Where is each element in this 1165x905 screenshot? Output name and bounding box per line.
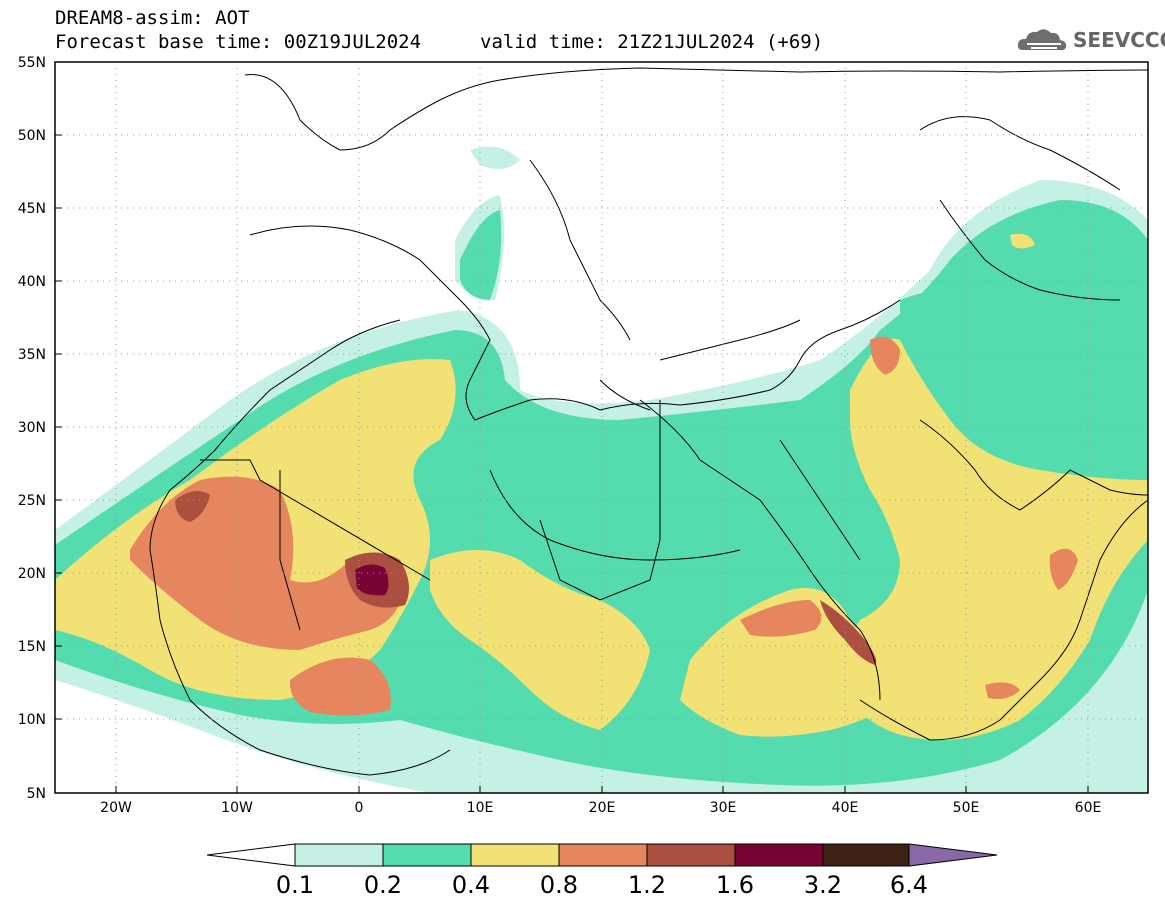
colorbar-label: 1.2 bbox=[628, 871, 666, 899]
colorbar-swatch bbox=[822, 843, 910, 867]
lat-label: 30N bbox=[18, 420, 46, 436]
colorbar bbox=[206, 843, 998, 867]
colorbar-labels: 0.1 0.2 0.4 0.8 1.2 1.6 3.2 6.4 bbox=[276, 871, 928, 899]
lon-label: 20E bbox=[589, 800, 616, 816]
longitude-labels: 20W 10W 0 10E 20E 30E 40E 50E 60E bbox=[100, 800, 1101, 816]
lat-label: 35N bbox=[18, 347, 46, 363]
aot-level-1.6 bbox=[355, 564, 389, 596]
colorbar-swatch bbox=[470, 843, 560, 867]
lat-label: 10N bbox=[18, 712, 46, 728]
colorbar-swatch bbox=[382, 843, 472, 867]
lat-label: 15N bbox=[18, 639, 46, 655]
lon-label: 0 bbox=[355, 800, 364, 816]
valid-time: valid time: 21Z21JUL2024 (+69) bbox=[480, 31, 824, 53]
lon-label: 10W bbox=[221, 800, 253, 816]
lon-label: 50E bbox=[953, 800, 980, 816]
lat-label: 5N bbox=[27, 786, 46, 802]
colorbar-label: 0.1 bbox=[276, 871, 314, 899]
latitude-labels: 55N 50N 45N 40N 35N 30N 25N 20N 15N 10N … bbox=[18, 55, 46, 802]
cloud-icon bbox=[1017, 29, 1067, 51]
aot-field bbox=[55, 62, 1148, 793]
graticule bbox=[55, 62, 1148, 793]
lon-label: 40E bbox=[832, 800, 859, 816]
colorbar-swatch bbox=[294, 843, 384, 867]
lon-label: 60E bbox=[1075, 800, 1102, 816]
colorbar-label: 6.4 bbox=[890, 871, 928, 899]
lat-label: 50N bbox=[18, 128, 46, 144]
colorbar-label: 3.2 bbox=[804, 871, 842, 899]
aot-level-0.8 bbox=[130, 336, 1078, 716]
colorbar-label: 1.6 bbox=[716, 871, 754, 899]
lat-label: 20N bbox=[18, 566, 46, 582]
colorbar-swatch bbox=[558, 843, 648, 867]
colorbar-label: 0.4 bbox=[452, 871, 490, 899]
colorbar-under-arrow bbox=[206, 843, 296, 867]
colorbar-swatch bbox=[734, 843, 824, 867]
lon-label: 30E bbox=[710, 800, 737, 816]
lon-label: 20W bbox=[100, 800, 132, 816]
lat-label: 25N bbox=[18, 493, 46, 509]
colorbar-label: 0.8 bbox=[540, 871, 578, 899]
map-title: DREAM8-assim: AOT bbox=[55, 7, 250, 29]
axis-ticks bbox=[55, 134, 1089, 793]
forecast-base-time: Forecast base time: 00Z19JUL2024 bbox=[55, 31, 422, 53]
coastlines bbox=[149, 67, 1148, 776]
lat-label: 45N bbox=[18, 201, 46, 217]
lat-label: 40N bbox=[18, 274, 46, 290]
colorbar-label: 0.2 bbox=[364, 871, 402, 899]
lon-label: 10E bbox=[467, 800, 494, 816]
seevccc-logo-text: SEEVCCC bbox=[1073, 28, 1165, 52]
lat-label: 55N bbox=[18, 55, 46, 71]
colorbar-swatch bbox=[646, 843, 736, 867]
colorbar-over-arrow bbox=[908, 843, 998, 867]
